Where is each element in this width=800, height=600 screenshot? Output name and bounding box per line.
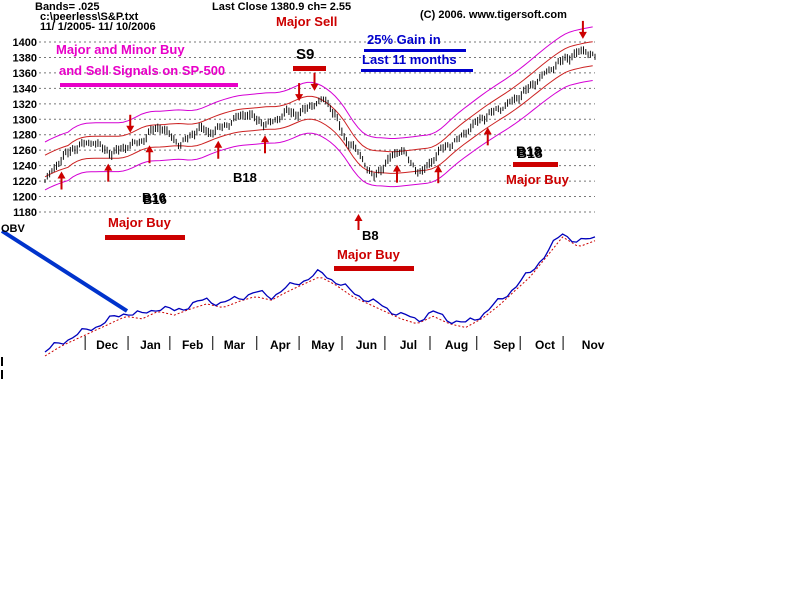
copyright-label: (C) 2006. www.tigersoft.com xyxy=(420,9,567,21)
gain-underline-2 xyxy=(361,69,473,72)
svg-text:1180: 1180 xyxy=(13,207,37,219)
signal-label-b18-mid: B18 xyxy=(233,170,257,185)
gain-callout-line1: 25% Gain in xyxy=(367,32,441,47)
svg-text:Jul: Jul xyxy=(400,338,417,352)
date-range-label: 11/ 1/2005- 11/ 10/2006 xyxy=(40,21,156,33)
legend-underline xyxy=(60,83,238,87)
signal-label-b16-left: B16 xyxy=(142,190,166,205)
gain-callout-line2: Last 11 months xyxy=(362,52,457,67)
left-margin-tick xyxy=(1,357,3,366)
svg-text:1280: 1280 xyxy=(13,130,37,142)
svg-text:1300: 1300 xyxy=(13,114,37,126)
major-buy-label-mid: Major Buy xyxy=(337,247,400,262)
major-sell-heading: Major Sell xyxy=(276,14,338,29)
svg-text:Jan: Jan xyxy=(140,338,161,352)
svg-text:1400: 1400 xyxy=(13,37,37,49)
svg-text:1380: 1380 xyxy=(13,52,37,64)
svg-text:Dec: Dec xyxy=(96,338,118,352)
bands-setting-label: Bands= .025 xyxy=(35,1,100,13)
svg-text:Jun: Jun xyxy=(356,338,377,352)
svg-text:Mar: Mar xyxy=(224,338,246,352)
major-buy-label-right: Major Buy xyxy=(506,172,569,187)
svg-text:Apr: Apr xyxy=(270,338,291,352)
svg-text:1340: 1340 xyxy=(13,83,37,95)
svg-text:1240: 1240 xyxy=(13,161,37,173)
svg-text:1260: 1260 xyxy=(13,145,37,157)
major-buy-label-left: Major Buy xyxy=(108,215,171,230)
svg-text:1220: 1220 xyxy=(13,176,37,188)
svg-text:May: May xyxy=(311,338,335,352)
b18-right-underline xyxy=(513,162,558,167)
s9-underline xyxy=(293,66,326,71)
obv-panel-label: OBV xyxy=(1,223,25,235)
svg-text:Oct: Oct xyxy=(535,338,555,352)
legend-line1: Major and Minor Buy xyxy=(56,42,185,57)
signal-label-s9: S9 xyxy=(296,46,315,63)
signal-label-b18-right: B18 xyxy=(516,143,542,159)
svg-text:1360: 1360 xyxy=(13,68,37,80)
gain-underline-1 xyxy=(364,49,466,52)
svg-text:Sep: Sep xyxy=(493,338,515,352)
major-buy-mid-underline xyxy=(334,266,414,271)
signal-label-b8: B8 xyxy=(362,228,379,243)
svg-text:Aug: Aug xyxy=(445,338,468,352)
legend-line2: and Sell Signals on SP-500 xyxy=(59,63,226,78)
svg-text:Feb: Feb xyxy=(182,338,203,352)
svg-text:1200: 1200 xyxy=(13,192,37,204)
svg-text:Nov: Nov xyxy=(582,338,605,352)
major-buy-left-underline xyxy=(105,235,185,240)
svg-text:1320: 1320 xyxy=(13,99,37,111)
last-close-label: Last Close 1380.9 ch= 2.55 xyxy=(212,1,352,13)
left-margin-tick xyxy=(1,370,3,379)
file-path-label: c:\peerless\S&P.txt xyxy=(40,11,139,23)
